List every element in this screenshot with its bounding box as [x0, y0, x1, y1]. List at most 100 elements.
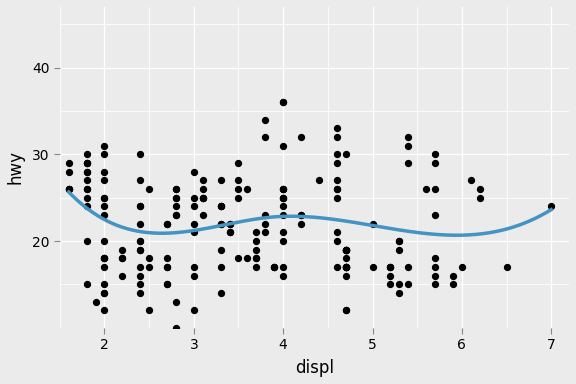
Point	[261, 212, 270, 218]
Point	[341, 264, 350, 270]
Point	[100, 281, 109, 287]
Point	[341, 247, 350, 253]
Point	[135, 151, 145, 157]
Point	[189, 203, 198, 209]
Point	[332, 229, 342, 235]
Point	[162, 220, 172, 227]
Point	[64, 186, 73, 192]
Point	[135, 290, 145, 296]
Point	[279, 195, 288, 201]
Point	[341, 247, 350, 253]
Point	[135, 273, 145, 279]
Point	[135, 247, 145, 253]
Point	[332, 160, 342, 166]
Point	[332, 186, 342, 192]
Point	[404, 281, 413, 287]
Point	[64, 186, 73, 192]
Point	[404, 160, 413, 166]
Point	[216, 264, 225, 270]
Point	[422, 186, 431, 192]
Point	[234, 177, 243, 184]
Point	[135, 238, 145, 244]
Point	[314, 177, 324, 184]
Point	[171, 186, 180, 192]
Point	[171, 324, 180, 331]
Point	[252, 238, 261, 244]
Point	[100, 151, 109, 157]
Point	[475, 186, 484, 192]
Point	[189, 273, 198, 279]
Point	[332, 151, 342, 157]
Point	[386, 264, 395, 270]
Point	[270, 264, 279, 270]
Point	[341, 247, 350, 253]
Point	[261, 220, 270, 227]
Point	[341, 264, 350, 270]
Point	[341, 247, 350, 253]
Point	[225, 220, 234, 227]
Point	[100, 177, 109, 184]
Point	[216, 290, 225, 296]
Point	[395, 290, 404, 296]
Point	[82, 169, 91, 175]
Point	[100, 142, 109, 149]
Point	[332, 264, 342, 270]
Point	[234, 186, 243, 192]
Point	[100, 264, 109, 270]
Point	[430, 186, 439, 192]
Point	[279, 273, 288, 279]
Point	[100, 290, 109, 296]
Point	[341, 264, 350, 270]
Point	[341, 264, 350, 270]
Point	[82, 281, 91, 287]
Point	[135, 247, 145, 253]
Point	[386, 281, 395, 287]
Point	[502, 264, 511, 270]
Point	[332, 134, 342, 140]
Point	[404, 264, 413, 270]
Point	[118, 255, 127, 262]
Point	[135, 220, 145, 227]
Point	[457, 264, 467, 270]
Point	[386, 264, 395, 270]
Point	[64, 169, 73, 175]
Point	[82, 160, 91, 166]
Point	[162, 264, 172, 270]
Point	[279, 99, 288, 105]
Point	[395, 247, 404, 253]
Point	[135, 238, 145, 244]
Point	[279, 186, 288, 192]
Point	[135, 203, 145, 209]
Point	[135, 264, 145, 270]
Point	[261, 229, 270, 235]
Point	[475, 195, 484, 201]
Point	[145, 186, 154, 192]
Point	[404, 142, 413, 149]
Point	[100, 169, 109, 175]
Point	[448, 273, 457, 279]
Point	[171, 195, 180, 201]
Point	[341, 255, 350, 262]
Point	[162, 220, 172, 227]
Point	[171, 186, 180, 192]
Point	[341, 307, 350, 313]
Point	[386, 273, 395, 279]
Point	[82, 151, 91, 157]
Point	[118, 273, 127, 279]
Point	[82, 203, 91, 209]
Point	[252, 255, 261, 262]
Point	[189, 220, 198, 227]
Point	[145, 307, 154, 313]
Point	[82, 195, 91, 201]
Point	[279, 203, 288, 209]
Point	[279, 186, 288, 192]
Point	[100, 307, 109, 313]
Point	[279, 264, 288, 270]
Point	[234, 255, 243, 262]
Point	[64, 160, 73, 166]
Point	[279, 229, 288, 235]
Point	[448, 281, 457, 287]
Point	[270, 264, 279, 270]
Point	[341, 247, 350, 253]
Point	[216, 203, 225, 209]
